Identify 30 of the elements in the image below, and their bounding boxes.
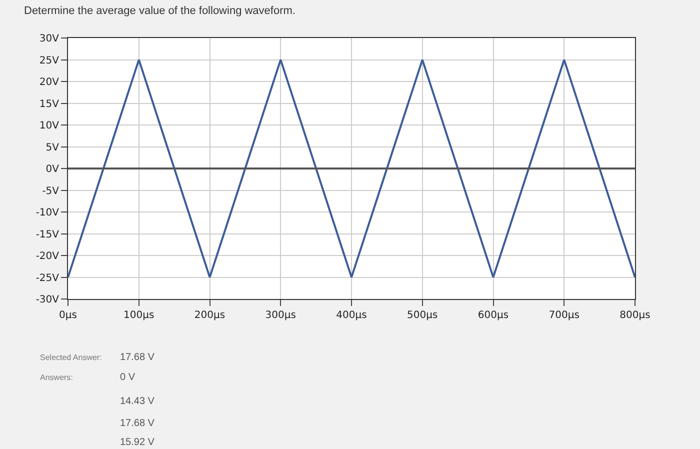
y-tick-label: 10V	[39, 120, 60, 132]
x-tick-label: 400μs	[336, 310, 367, 321]
x-tick-label: 100μs	[124, 310, 154, 321]
text: 15.92 V	[120, 437, 155, 448]
x-tick-label: 300μs	[265, 310, 296, 321]
y-tick-label: -20V	[36, 251, 60, 262]
x-tick-label: 700μs	[548, 310, 580, 321]
x-tick-label: 0μs	[59, 310, 77, 321]
x-tick-label: 200μs	[194, 310, 226, 321]
y-tick-label: -10V	[36, 208, 60, 218]
y-tick-label: -25V	[36, 272, 60, 284]
text: 17.68 V	[120, 352, 155, 363]
y-tick-label: -15V	[36, 229, 60, 240]
y-tick-label: 5V	[46, 142, 60, 154]
text: 17.68 V	[120, 418, 155, 429]
y-tick-label: -5V	[42, 186, 60, 197]
y-tick-label: 25V	[39, 55, 60, 66]
y-tick-label: 0V	[46, 164, 60, 175]
x-tick-label: 600μs	[478, 310, 509, 321]
x-tick-label: 800μs	[620, 310, 650, 321]
y-tick-label: 20V	[39, 77, 60, 88]
text: Answers:	[40, 373, 73, 382]
x-tick-label: 500μs	[407, 310, 438, 321]
text: 14.43 V	[120, 396, 155, 407]
y-tick-label: 30V	[39, 34, 60, 44]
y-tick-label: -30V	[36, 294, 60, 306]
text: 0 V	[120, 372, 136, 383]
chart-title: Determine the average value of the following waveform.	[24, 5, 296, 17]
text: Selected Answer:	[40, 353, 102, 362]
y-tick-label: 15V	[39, 98, 60, 110]
